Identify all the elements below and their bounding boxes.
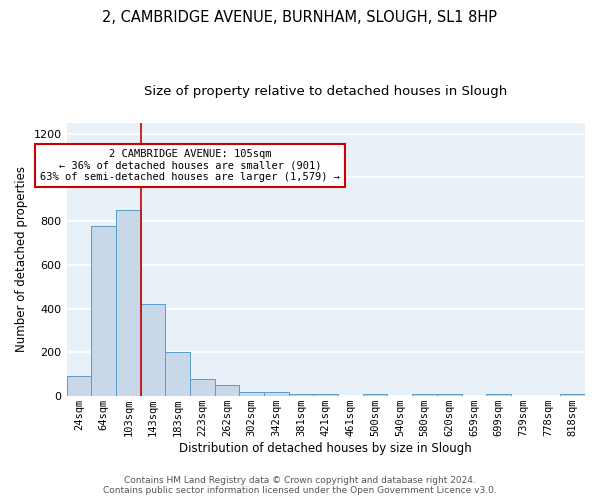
Bar [313,394,338,396]
Bar [67,376,91,396]
Bar [412,394,437,396]
Y-axis label: Number of detached properties: Number of detached properties [15,166,28,352]
Bar [239,392,264,396]
Title: Size of property relative to detached houses in Slough: Size of property relative to detached ho… [144,85,508,98]
Text: 2, CAMBRIDGE AVENUE, BURNHAM, SLOUGH, SL1 8HP: 2, CAMBRIDGE AVENUE, BURNHAM, SLOUGH, SL… [103,10,497,25]
Text: Contains HM Land Registry data © Crown copyright and database right 2024.
Contai: Contains HM Land Registry data © Crown c… [103,476,497,495]
Bar [264,392,289,396]
X-axis label: Distribution of detached houses by size in Slough: Distribution of detached houses by size … [179,442,472,455]
Bar [190,378,215,396]
Bar [116,210,140,396]
Bar [289,394,313,396]
Bar [437,394,461,396]
Bar [91,226,116,396]
Bar [486,394,511,396]
Bar [560,394,585,396]
Bar [165,352,190,396]
Text: 2 CAMBRIDGE AVENUE: 105sqm
← 36% of detached houses are smaller (901)
63% of sem: 2 CAMBRIDGE AVENUE: 105sqm ← 36% of deta… [40,149,340,182]
Bar [215,385,239,396]
Bar [363,394,388,396]
Bar [140,304,165,396]
